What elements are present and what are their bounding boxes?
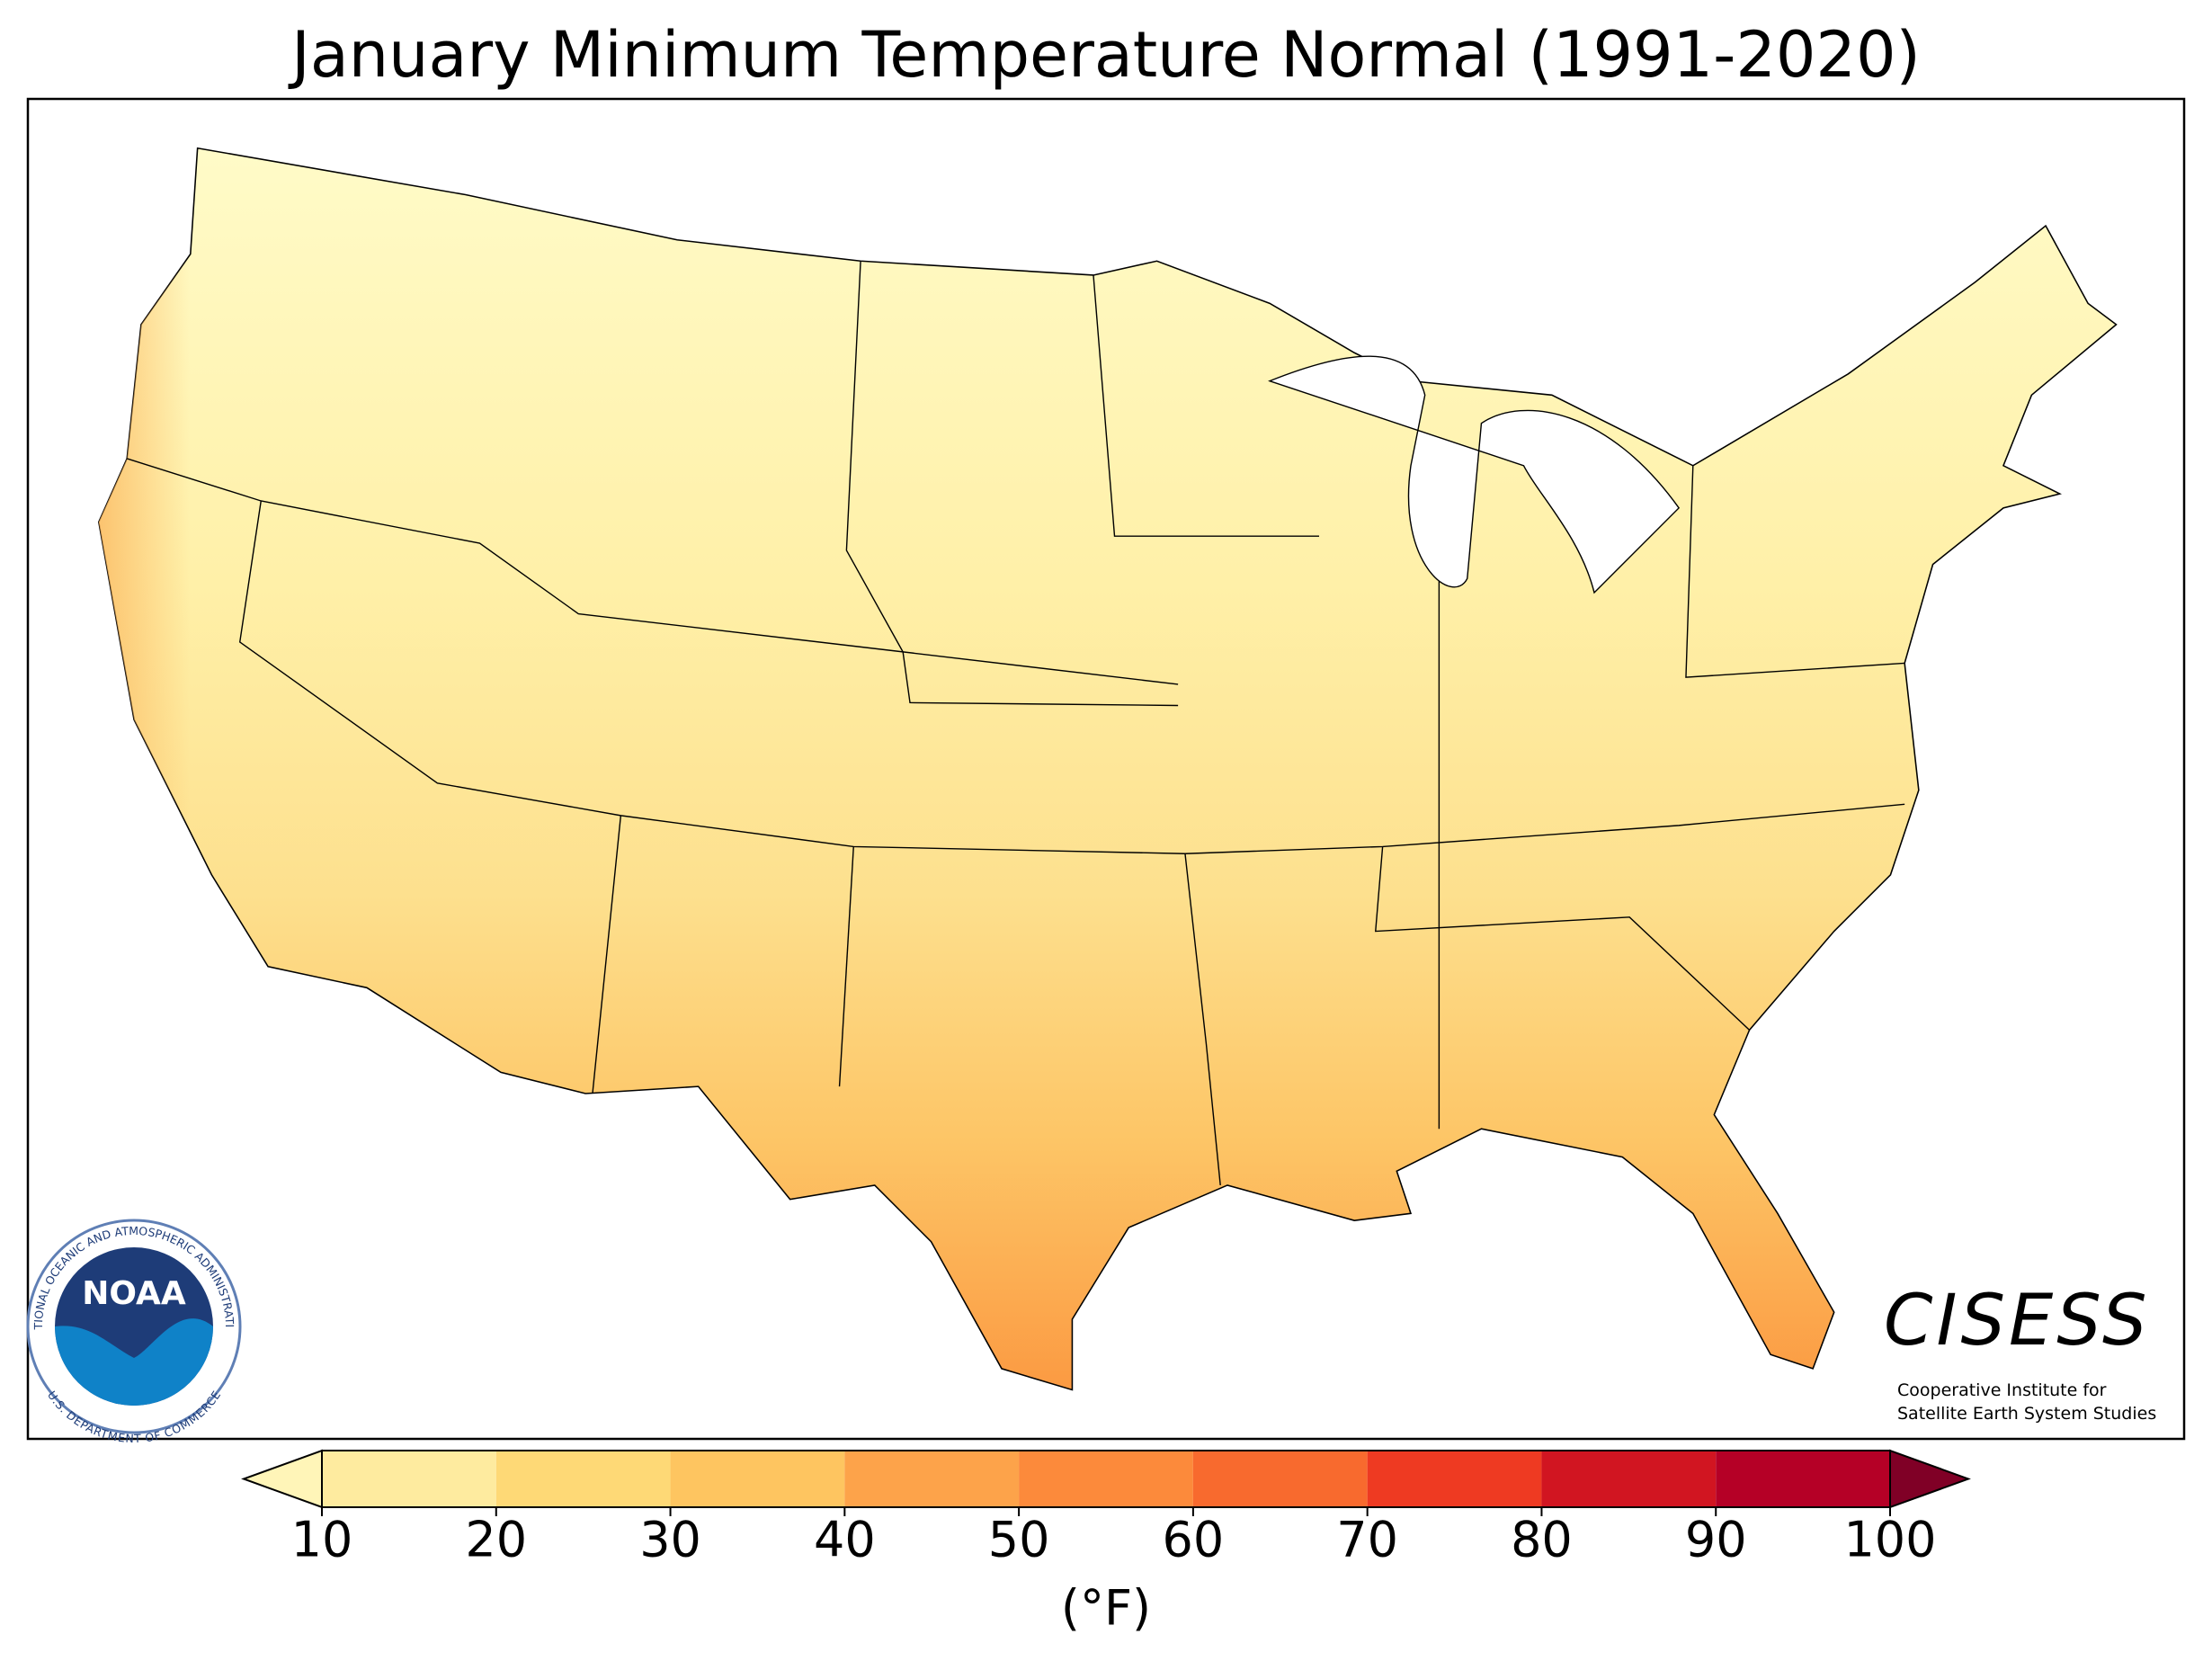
colorbar-under xyxy=(241,1449,323,1509)
colorbar-bin xyxy=(670,1451,845,1507)
colorbar-label: (°F) xyxy=(1061,1580,1151,1637)
us-map xyxy=(98,147,2118,1391)
colorbar-tick-label: 20 xyxy=(465,1512,527,1568)
colorbar-tick-label: 50 xyxy=(988,1512,1050,1568)
state-borders xyxy=(126,261,1905,1186)
colorbar-tick-label: 70 xyxy=(1336,1512,1398,1568)
colorbar-tick-label: 30 xyxy=(639,1512,701,1568)
colorbar-tick-label: 90 xyxy=(1685,1512,1747,1568)
colorbar-tick-label: 10 xyxy=(291,1512,353,1568)
west-coast-warmth xyxy=(98,147,861,1094)
great-lakes xyxy=(1268,355,1681,594)
colorbar-bin xyxy=(1716,1451,1890,1507)
cisess-line1: Cooperative Institute for xyxy=(1897,1380,2107,1400)
colorbar-bin xyxy=(1541,1451,1717,1507)
colorbar-bin xyxy=(844,1451,1020,1507)
colorbar-tick-label: 40 xyxy=(814,1512,876,1568)
colorbar-over xyxy=(1889,1449,1971,1509)
cisess-logo: CISESS Cooperative Institute for Satelli… xyxy=(1884,1281,2156,1424)
cisess-line2: Satellite Earth System Studies xyxy=(1897,1404,2156,1424)
noaa-wave xyxy=(55,1318,213,1406)
colorbar-bin xyxy=(1019,1451,1193,1507)
colorbar: 10 20 30 40 50 60 70 80 90 100 xyxy=(241,1449,1971,1568)
map-title: January Minimum Temperature Normal (1991… xyxy=(288,18,1921,92)
colorbar-bin xyxy=(322,1451,496,1507)
colorbar-tick-label: 80 xyxy=(1511,1512,1573,1568)
colorbar-bin xyxy=(1192,1451,1368,1507)
cisess-name: CISESS xyxy=(1884,1281,2151,1362)
colorbar-tick-label: 60 xyxy=(1163,1512,1225,1568)
colorbar-tick-label: 100 xyxy=(1843,1512,1936,1568)
noaa-name: NOAA xyxy=(82,1275,186,1312)
colorbar-bin xyxy=(495,1451,671,1507)
colorbar-outline xyxy=(321,1450,1891,1508)
colorbar-bin xyxy=(1367,1451,1542,1507)
